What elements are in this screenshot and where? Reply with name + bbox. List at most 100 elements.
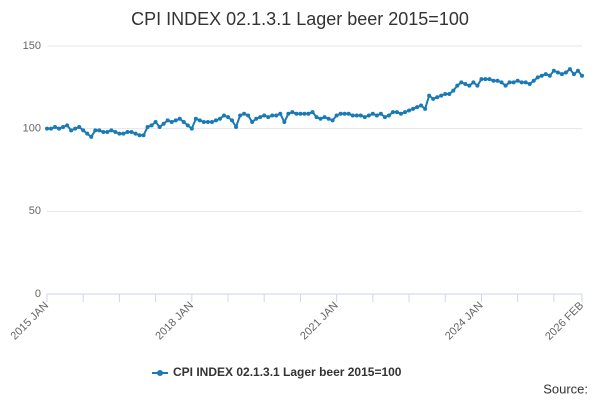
point [81, 128, 86, 133]
point [141, 133, 146, 138]
legend-text: CPI INDEX 02.1.3.1 Lager beer 2015=100 [173, 365, 402, 379]
point [354, 113, 359, 118]
point [419, 103, 424, 108]
point [157, 125, 162, 130]
point [246, 113, 251, 118]
point [322, 115, 327, 120]
point [511, 80, 516, 85]
point [165, 118, 170, 123]
point [527, 82, 532, 87]
point [133, 131, 138, 136]
legend-marker [157, 370, 163, 376]
point [471, 80, 476, 85]
point [69, 128, 74, 133]
point [551, 68, 556, 73]
point [193, 116, 198, 121]
point [73, 126, 78, 131]
point [374, 113, 379, 118]
point [270, 113, 275, 118]
x-tick-label: 2021 JAN [298, 300, 341, 343]
point [298, 111, 303, 116]
point [177, 116, 182, 121]
point [93, 128, 98, 133]
point [350, 113, 355, 118]
x-tick-label: 2015 JAN [9, 300, 52, 343]
point [447, 91, 452, 96]
point [394, 110, 399, 115]
point [338, 111, 343, 116]
point [213, 118, 218, 123]
point [306, 111, 311, 116]
point [531, 78, 536, 83]
point [411, 106, 416, 111]
point [61, 125, 66, 130]
point [535, 75, 540, 80]
point [479, 77, 484, 82]
point [145, 125, 150, 130]
point [390, 110, 395, 115]
point [459, 80, 464, 85]
point [85, 131, 90, 136]
point [314, 115, 319, 120]
point [57, 126, 62, 131]
point [230, 118, 235, 123]
point [121, 131, 126, 136]
point [45, 126, 49, 131]
point [559, 72, 564, 77]
point [318, 116, 323, 121]
point [274, 113, 279, 118]
point [161, 121, 166, 126]
point [407, 108, 412, 113]
point [398, 111, 403, 116]
point [487, 77, 492, 82]
point [266, 115, 271, 120]
point [451, 88, 456, 93]
point [201, 120, 206, 125]
point [567, 67, 572, 72]
point [435, 95, 440, 100]
point [547, 73, 552, 78]
point [101, 129, 106, 134]
x-tick-label: 2024 JAN [443, 300, 486, 343]
point [415, 105, 420, 110]
y-tick-label: 0 [35, 288, 41, 300]
point [302, 111, 307, 116]
point [370, 111, 375, 116]
point [439, 93, 444, 98]
point [382, 115, 387, 120]
point [169, 120, 174, 125]
point [455, 83, 460, 88]
point [221, 113, 226, 118]
point [65, 123, 70, 128]
point [467, 83, 472, 88]
point [113, 129, 118, 134]
point [286, 111, 291, 116]
point [310, 110, 315, 115]
point [330, 118, 335, 123]
point [519, 80, 524, 85]
point [185, 123, 190, 128]
point [580, 73, 584, 78]
y-tick-label: 100 [23, 123, 41, 135]
point [523, 80, 528, 85]
point [326, 116, 331, 121]
point [515, 78, 520, 83]
point [117, 131, 122, 136]
point [137, 133, 142, 138]
point [97, 128, 102, 133]
point [290, 110, 295, 115]
point [386, 113, 391, 118]
point [503, 83, 508, 88]
point [378, 111, 383, 116]
point [366, 113, 371, 118]
point [242, 111, 247, 116]
point [262, 113, 267, 118]
point [362, 115, 367, 120]
point [217, 116, 222, 121]
source: Source: [543, 381, 588, 396]
x-tick-label: 2018 JAN [153, 300, 196, 343]
point [89, 134, 94, 139]
point [77, 125, 82, 130]
point [258, 115, 263, 120]
